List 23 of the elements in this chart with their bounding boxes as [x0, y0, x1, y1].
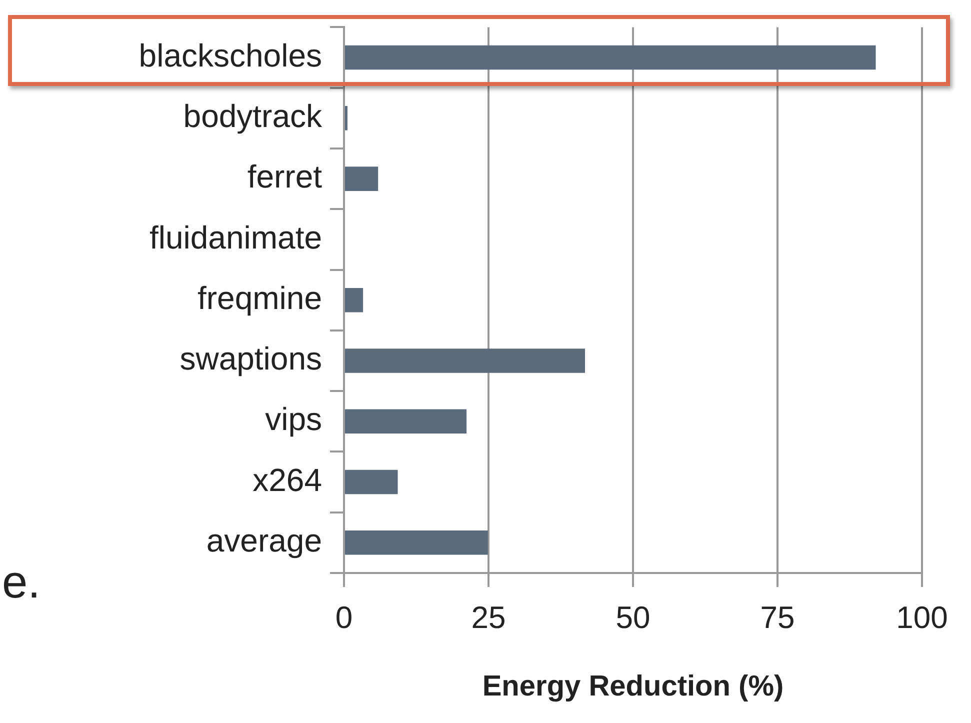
bar [345, 166, 378, 191]
x-axis-title: Energy Reduction (%) [482, 670, 784, 703]
x-tick-label: 100 [896, 600, 948, 636]
x-tick-label: 0 [335, 600, 353, 636]
y-tick-label: ferret [247, 158, 322, 195]
y-tick-label: swaptions [180, 340, 322, 377]
text: e. [2, 556, 40, 608]
y-tick-label: x264 [252, 462, 322, 498]
y-tick-label: vips [265, 401, 322, 438]
y-tick-label: average [206, 522, 322, 559]
bar [345, 530, 488, 555]
x-tick-label: 75 [760, 600, 795, 636]
bar [345, 409, 467, 434]
y-tick-label: fluidanimate [149, 219, 322, 256]
y-tick-label: bodytrack [183, 98, 323, 134]
x-tick-label: 25 [471, 600, 506, 636]
y-tick-label: freqmine [198, 280, 322, 316]
x-tick-label: 50 [616, 600, 650, 636]
bar [345, 348, 586, 373]
bar [345, 288, 364, 312]
y-tick-label: blackscholes [138, 37, 322, 74]
bar [345, 45, 876, 70]
bar [345, 470, 398, 494]
